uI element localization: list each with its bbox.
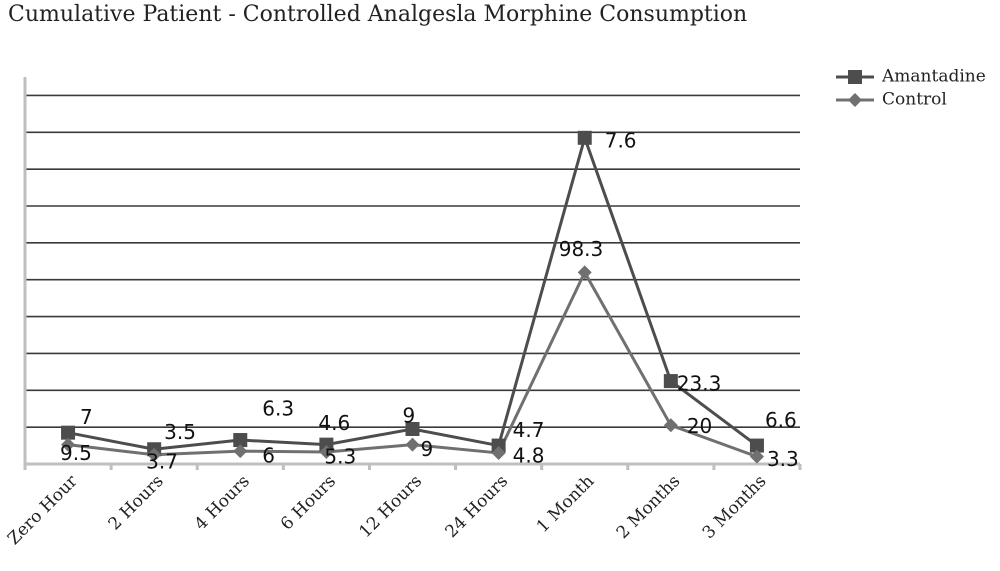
point-control	[61, 437, 76, 452]
series-markers	[61, 130, 764, 464]
point-control	[405, 437, 420, 452]
point-control	[233, 444, 248, 459]
data-label-control: 20	[687, 414, 712, 438]
x-tick-label: 12 Hours	[355, 471, 426, 542]
point-amantadine	[577, 130, 592, 145]
chart-title: Cumulative Patient - Controlled Analgesl…	[8, 2, 748, 27]
x-tick-label: 4 Hours	[191, 471, 254, 534]
point-amantadine	[61, 425, 76, 440]
point-amantadine	[491, 438, 506, 453]
data-label-amantadine: 4.7	[513, 418, 545, 442]
data-label-amantadine: 9	[403, 403, 416, 427]
data-label-amantadine: 6.3	[262, 397, 294, 421]
x-tick-labels: Zero Hour 2 Hours 4 Hours 6 Hours 12 Hours 24…	[4, 471, 771, 549]
data-label-amantadine: 7	[80, 405, 93, 429]
data-label-control: 98.3	[559, 237, 604, 261]
legend-label-control: Control	[882, 90, 947, 110]
point-amantadine	[233, 433, 248, 448]
point-control	[749, 449, 764, 464]
point-amantadine	[749, 438, 764, 453]
legend: Amantadine Control	[836, 67, 986, 110]
data-label-amantadine: 3.5	[164, 420, 196, 444]
legend-marker-control	[848, 93, 862, 107]
x-tick-label: Zero Hour	[4, 471, 82, 549]
point-control	[319, 445, 334, 460]
x-tick-label: 2 Hours	[105, 471, 168, 534]
x-tick-label: 1 Month	[533, 471, 599, 537]
data-label-amantadine: 6.6	[765, 408, 797, 432]
data-label-control: 4.8	[513, 443, 545, 467]
point-control	[663, 418, 678, 433]
x-tick-label: 2 Months	[613, 471, 685, 543]
x-tick-label: 24 Hours	[442, 471, 513, 542]
point-control	[577, 265, 592, 280]
x-tick-label: 6 Hours	[277, 471, 340, 534]
data-label-control: 3.7	[146, 449, 178, 473]
point-amantadine	[405, 421, 420, 436]
legend-marker-amantadine	[848, 70, 862, 84]
data-label-control: 5.3	[324, 445, 356, 469]
point-amantadine	[319, 437, 334, 452]
data-label-amantadine: 7.6	[605, 128, 637, 152]
axes	[23, 77, 802, 470]
data-label-amantadine: 4.6	[318, 411, 350, 435]
data-labels: 7 3.5 6.3 4.6 9 4.7 7.6 23.3 6.6 9.5 3.7 6 5.3 9 4.8 98…	[60, 128, 799, 473]
gridlines	[25, 94, 800, 428]
data-label-control: 3.3	[767, 447, 799, 471]
data-label-control: 6	[262, 444, 275, 468]
data-label-control: 9	[421, 437, 434, 461]
data-label-amantadine: 23.3	[677, 372, 722, 396]
data-label-control: 9.5	[60, 441, 92, 465]
point-control	[491, 445, 506, 460]
x-tick-label: 3 Months	[699, 471, 771, 543]
legend-label-amantadine: Amantadine	[881, 67, 986, 87]
point-control	[147, 447, 162, 462]
point-amantadine	[663, 374, 678, 389]
